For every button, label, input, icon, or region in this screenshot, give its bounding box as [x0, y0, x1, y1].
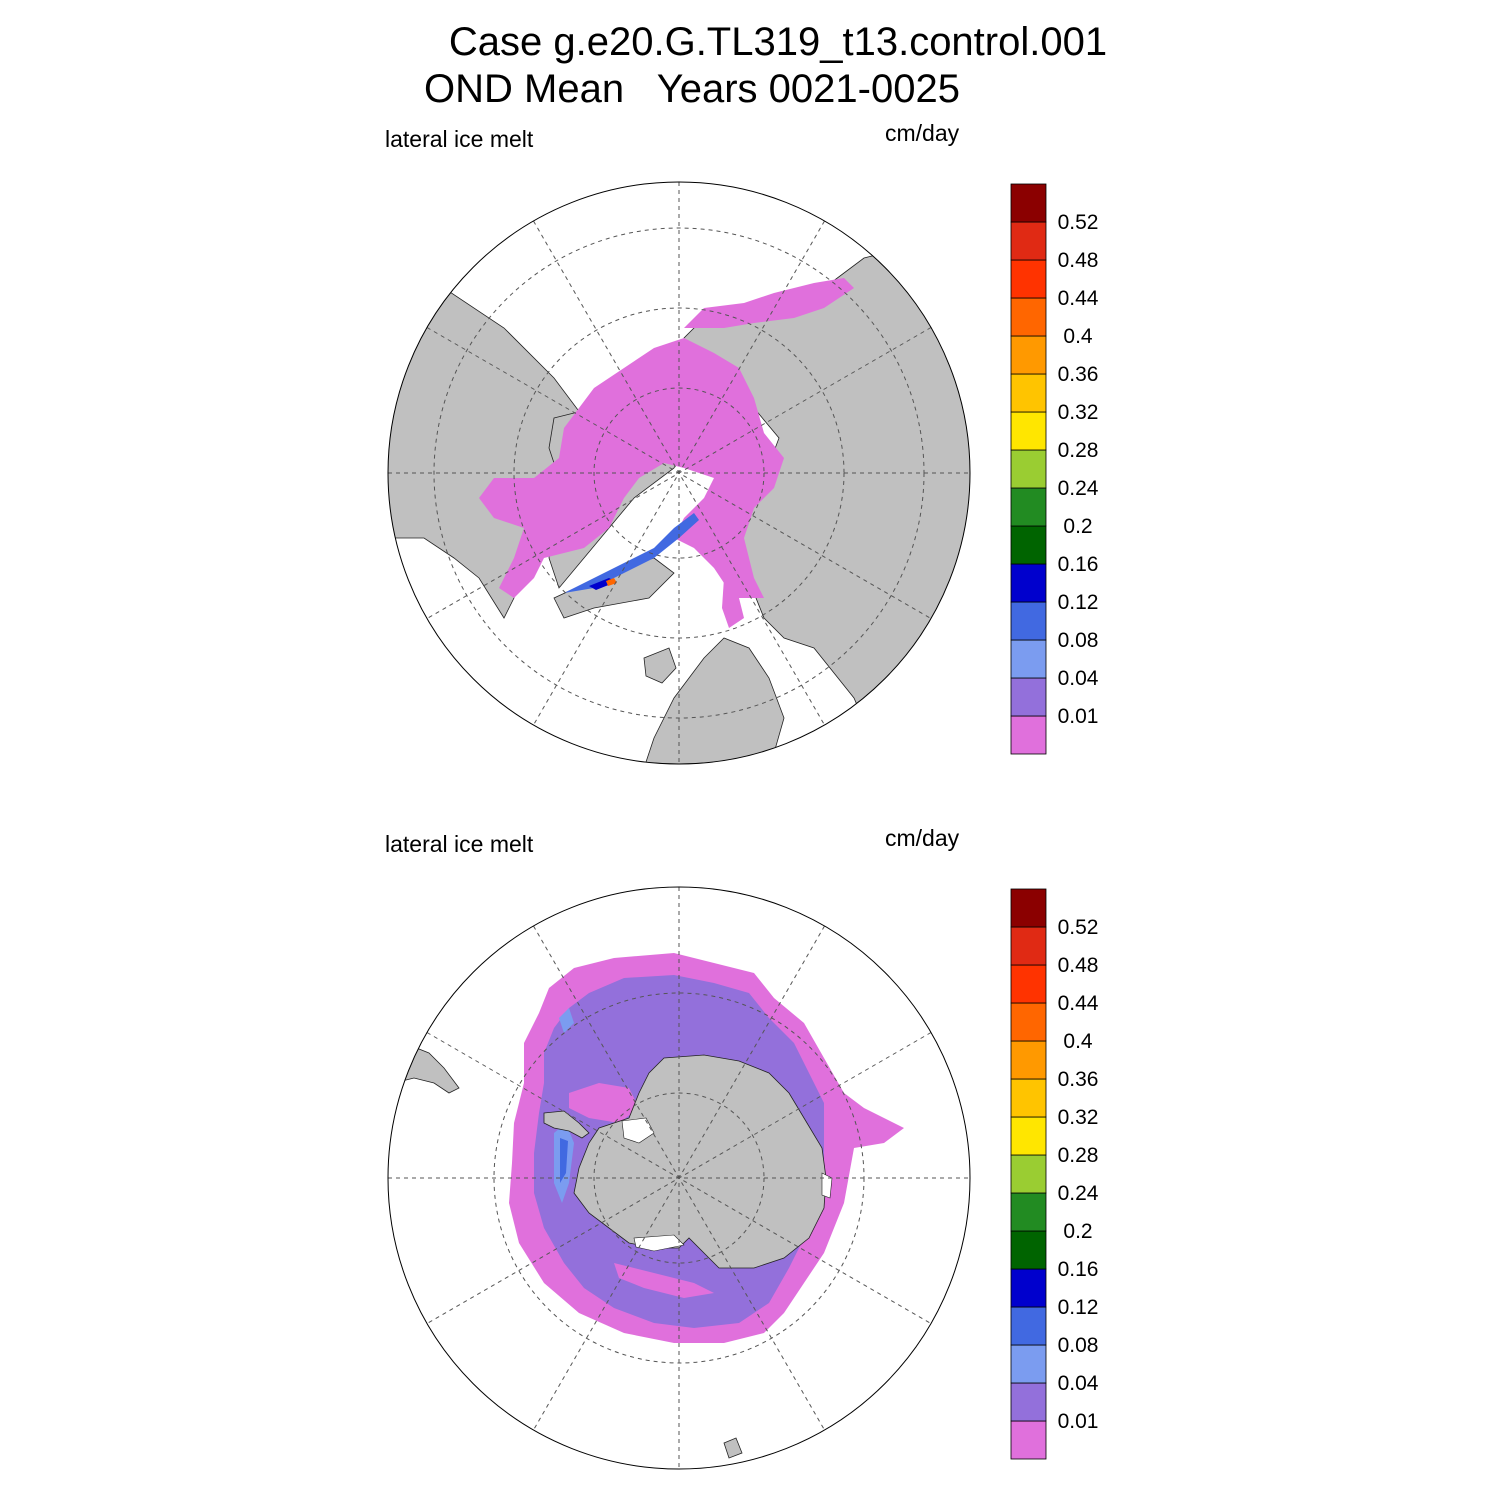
north-colorbar-box — [1010, 487, 1047, 527]
north-colorbar-label: 0.08 — [1058, 629, 1099, 652]
south-colorbar: 0.01 0.04 0.08 0.12 0.16 0.2 0.24 0.28 0.32 0.36 0… — [1010, 888, 1099, 1460]
north-colorbar-label: 0.32 — [1058, 401, 1099, 424]
south-colorbar-label: 0.4 — [1063, 1030, 1093, 1053]
north-colorbar-label: 0.12 — [1058, 591, 1099, 614]
north-colorbar-box — [1010, 525, 1047, 565]
south-colorbar-label: 0.48 — [1058, 954, 1099, 977]
north-graticule — [388, 182, 970, 764]
north-colorbar: 0.01 0.04 0.08 0.12 0.16 0.2 0.24 0.28 0.32 0.36 0… — [1010, 183, 1099, 755]
south-colorbar-label: 0.08 — [1058, 1334, 1099, 1357]
south-colorbar-label: 0.01 — [1058, 1410, 1099, 1433]
south-colorbar-box — [1010, 1268, 1047, 1308]
south-units-label: cm/day — [885, 825, 960, 851]
south-graticule — [388, 887, 970, 1469]
north-colorbar-box — [1010, 677, 1047, 717]
north-colorbar-box — [1010, 373, 1047, 413]
south-colorbar-box — [1010, 1040, 1047, 1080]
north-polar-map — [387, 181, 971, 765]
north-panel: lateral ice melt cm/day — [0, 0, 1500, 765]
south-panel: lateral ice melt cm/day — [0, 705, 1500, 1470]
south-colorbar-box — [1010, 1078, 1047, 1118]
north-colorbar-box — [1010, 297, 1047, 337]
south-colorbar-box — [1010, 964, 1047, 1004]
south-colorbar-label: 0.04 — [1058, 1372, 1099, 1395]
north-colorbar-box — [1010, 335, 1047, 375]
south-colorbar-label: 0.28 — [1058, 1144, 1099, 1167]
north-map-border — [387, 181, 971, 765]
north-colorbar-box — [1010, 183, 1047, 223]
south-colorbar-box — [1010, 926, 1047, 966]
south-colorbar-label: 0.24 — [1058, 1182, 1099, 1205]
south-colorbar-label: 0.52 — [1058, 916, 1099, 939]
south-colorbar-label: 0.2 — [1063, 1220, 1092, 1243]
north-colorbar-box — [1010, 715, 1047, 755]
north-colorbar-box — [1010, 449, 1047, 489]
south-colorbar-box — [1010, 1002, 1047, 1042]
south-colorbar-box — [1010, 1230, 1047, 1270]
north-colorbar-label: 0.16 — [1058, 553, 1099, 576]
plot-title-line1: Case g.e20.G.TL319_t13.control.001 — [448, 20, 1108, 64]
south-colorbar-box — [1010, 1344, 1047, 1384]
north-colorbar-label: 0.2 — [1063, 515, 1092, 538]
south-map-border — [387, 886, 971, 1470]
north-colorbar-label: 0.4 — [1063, 325, 1093, 348]
south-polar-map — [387, 886, 971, 1470]
north-colorbar-box — [1010, 221, 1047, 261]
south-colorbar-box — [1010, 888, 1047, 928]
south-colorbar-box — [1010, 1420, 1047, 1460]
plot-title-line2: OND Mean Years 0021-0025 — [424, 67, 960, 111]
south-colorbar-label: 0.32 — [1058, 1106, 1099, 1129]
north-units-label: cm/day — [885, 120, 960, 146]
south-variable-label: lateral ice melt — [385, 831, 534, 857]
north-colorbar-label: 0.04 — [1058, 667, 1099, 690]
north-colorbar-box — [1010, 563, 1047, 603]
south-colorbar-box — [1010, 1382, 1047, 1422]
south-colorbar-box — [1010, 1154, 1047, 1194]
north-colorbar-label: 0.24 — [1058, 477, 1099, 500]
south-ice-shelves — [621, 1117, 833, 1252]
north-colorbar-box — [1010, 639, 1047, 679]
north-colorbar-label: 0.52 — [1058, 211, 1099, 234]
south-colorbar-box — [1010, 1306, 1047, 1346]
south-colorbar-label: 0.36 — [1058, 1068, 1099, 1091]
south-colorbar-box — [1010, 1116, 1047, 1156]
north-colorbar-box — [1010, 259, 1047, 299]
north-colorbar-label: 0.36 — [1058, 363, 1099, 386]
north-colorbar-box — [1010, 601, 1047, 641]
south-colorbar-label: 0.16 — [1058, 1258, 1099, 1281]
north-colorbar-label: 0.01 — [1058, 705, 1099, 728]
south-colorbar-label: 0.44 — [1058, 992, 1099, 1015]
north-colorbar-label: 0.28 — [1058, 439, 1099, 462]
north-variable-label: lateral ice melt — [385, 126, 534, 152]
north-colorbar-box — [1010, 411, 1047, 451]
south-colorbar-box — [1010, 1192, 1047, 1232]
south-colorbar-label: 0.12 — [1058, 1296, 1099, 1319]
north-colorbar-label: 0.48 — [1058, 249, 1099, 272]
north-colorbar-label: 0.44 — [1058, 287, 1099, 310]
